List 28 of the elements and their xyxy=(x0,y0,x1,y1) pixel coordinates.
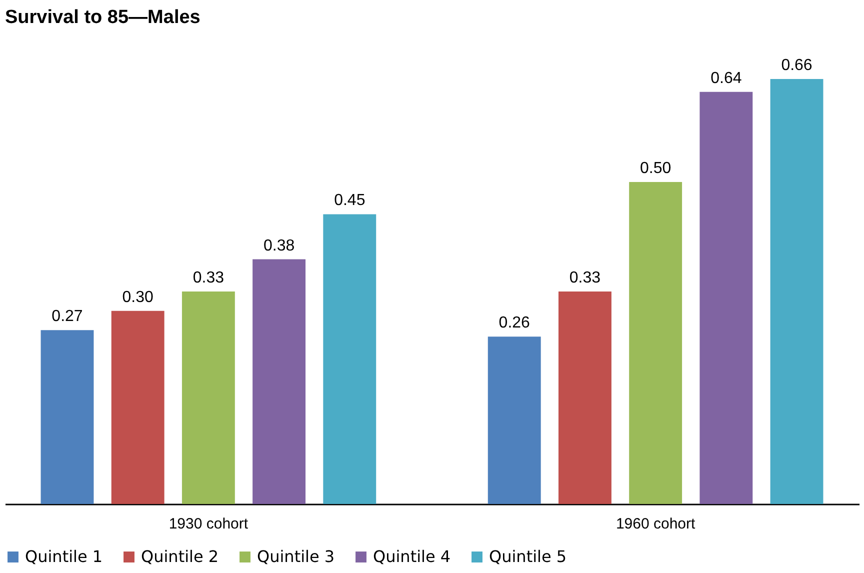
bar xyxy=(629,182,682,504)
data-label: 0.33 xyxy=(569,270,601,286)
data-label: 0.30 xyxy=(122,288,154,306)
data-label: 0.38 xyxy=(263,237,295,254)
bar xyxy=(700,92,753,504)
chart-title: Survival to 85—Males xyxy=(5,7,200,28)
x-tick-label: 1930 cohort xyxy=(168,516,249,532)
bar xyxy=(40,330,94,504)
bar xyxy=(558,292,612,504)
bar xyxy=(323,214,376,504)
data-label: 0.45 xyxy=(334,192,366,210)
bar xyxy=(488,336,541,504)
data-label: 0.66 xyxy=(781,57,812,74)
legend-label: Quintile 5 xyxy=(489,547,567,566)
data-label: 0.27 xyxy=(52,308,83,326)
bar xyxy=(770,79,824,504)
bar xyxy=(252,259,306,504)
x-tick-label: 1960 cohort xyxy=(616,516,696,532)
data-label: 0.64 xyxy=(710,70,742,87)
legend-label: Quintile 4 xyxy=(373,547,451,566)
bar xyxy=(182,292,235,504)
bar xyxy=(111,310,164,504)
data-label: 0.26 xyxy=(498,314,530,332)
legend-label: Quintile 1 xyxy=(25,547,103,566)
data-label: 0.50 xyxy=(640,160,672,178)
data-label: 0.33 xyxy=(192,270,224,286)
legend-label: Quintile 2 xyxy=(141,547,219,566)
legend-label: Quintile 3 xyxy=(257,547,335,566)
